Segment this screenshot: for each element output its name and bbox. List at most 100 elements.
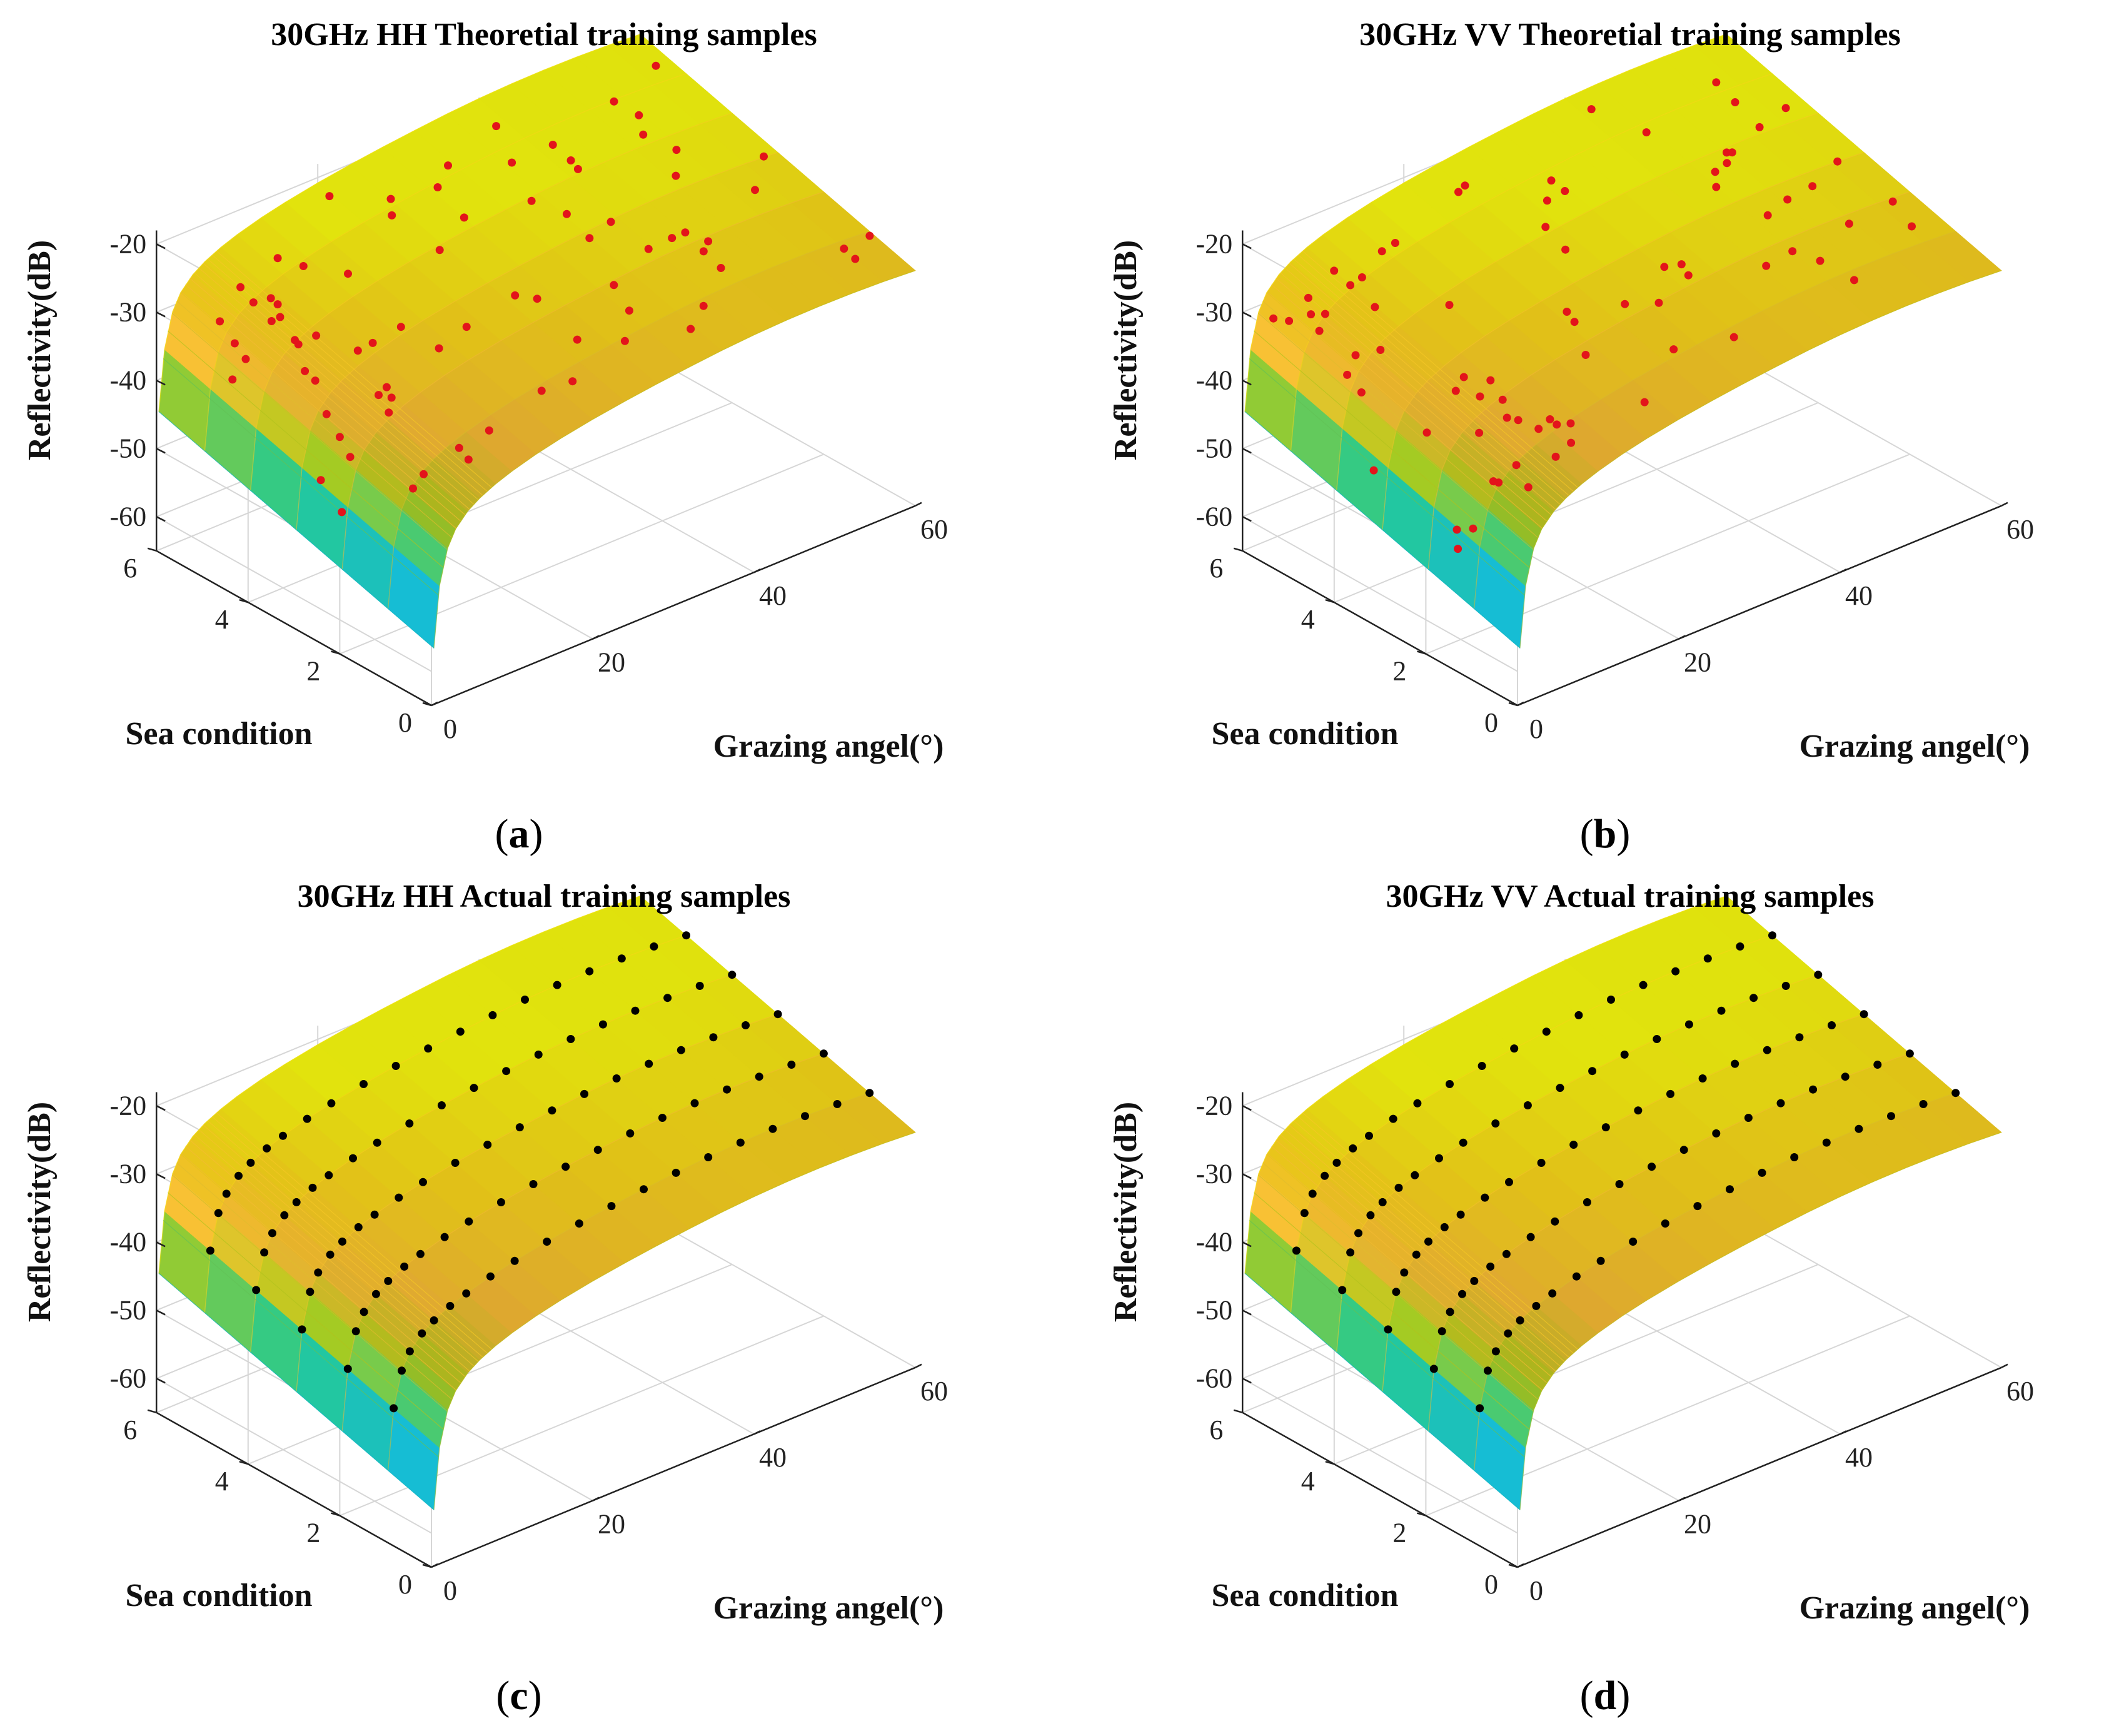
z-tick-label: -50 — [110, 433, 147, 463]
sample-point — [386, 194, 395, 203]
sample-point — [273, 300, 282, 309]
sample-point — [382, 383, 391, 391]
sample-point — [575, 1219, 583, 1228]
mesh-line — [1244, 896, 1727, 1274]
sample-point — [360, 1080, 368, 1088]
sample-point — [553, 981, 561, 989]
sample-point — [1729, 333, 1738, 341]
x-tick-label: 20 — [598, 1509, 625, 1540]
x-tick-label: 20 — [1684, 1509, 1711, 1540]
sample-point — [1476, 392, 1484, 401]
caption-paren-close: ) — [1616, 811, 1630, 857]
sample-point — [1768, 931, 1776, 940]
z-tick — [156, 243, 166, 250]
sample-point — [388, 211, 396, 220]
sample-point — [400, 1262, 409, 1271]
sample-point — [291, 336, 299, 345]
sample-point — [222, 1189, 231, 1198]
mesh-line — [163, 1220, 439, 1457]
z-tick — [156, 1310, 166, 1316]
sample-point — [1723, 148, 1731, 157]
sample-point — [1596, 1256, 1605, 1265]
sample-point — [1422, 428, 1431, 437]
sample-point — [1860, 1010, 1868, 1019]
y-axis-label: Sea condition — [125, 1578, 312, 1613]
sample-point — [280, 1211, 289, 1219]
z-tick — [156, 380, 166, 386]
sample-point — [1315, 326, 1324, 335]
caption-paren-close: ) — [1616, 1673, 1630, 1718]
sample-point — [502, 1067, 511, 1076]
sample-point — [465, 1217, 473, 1226]
mesh-line — [185, 1146, 461, 1383]
z-tick-label: -30 — [110, 296, 147, 327]
z-tick — [156, 1241, 166, 1248]
x-axis-line — [1517, 505, 2002, 707]
sample-point — [1888, 197, 1897, 206]
sample-point — [548, 141, 557, 149]
chart-title: 30GHz HH Actual training samples — [298, 879, 791, 914]
sample-point — [301, 366, 310, 375]
mesh-line — [176, 1162, 452, 1400]
sample-point — [456, 1027, 465, 1036]
x-tick-label: 40 — [759, 580, 787, 611]
sample-point — [1489, 477, 1497, 486]
grid-line-z — [1242, 1378, 1518, 1534]
sample-point — [1411, 1171, 1419, 1179]
mesh-line — [250, 113, 733, 491]
sample-point — [464, 455, 473, 464]
sample-markers — [1292, 931, 1960, 1413]
sample-point — [1679, 1146, 1688, 1154]
sample-point — [598, 1020, 607, 1029]
sample-point — [1377, 247, 1386, 256]
sample-point — [385, 408, 393, 417]
surface — [158, 34, 916, 649]
sample-point — [1661, 1219, 1669, 1228]
sample-point — [635, 111, 643, 119]
sample-point — [1561, 245, 1570, 254]
x-axis-line — [1517, 1366, 2002, 1568]
sample-point — [1572, 1272, 1581, 1281]
sample-point — [1484, 1366, 1492, 1375]
sample-point — [773, 1010, 782, 1019]
sample-point — [1542, 1027, 1551, 1036]
sample-point — [346, 453, 355, 462]
sample-point — [1413, 1099, 1422, 1108]
y-tick — [1233, 1409, 1243, 1414]
sample-point — [704, 237, 713, 246]
sample-point — [510, 1256, 519, 1265]
sample-point — [1607, 996, 1615, 1004]
sample-point — [1587, 105, 1596, 114]
sample-point — [1454, 188, 1462, 196]
y-tick-label: 2 — [1392, 656, 1406, 687]
sample-point — [1788, 247, 1797, 256]
sample-point — [681, 228, 690, 237]
y-axis-line — [156, 550, 432, 707]
sample-point — [384, 1276, 393, 1285]
sample-point — [260, 1248, 269, 1257]
mesh-line — [211, 1116, 488, 1354]
mesh-line — [1519, 1132, 2002, 1510]
sample-point — [728, 971, 737, 979]
sample-point — [1634, 1106, 1643, 1115]
y-tick-label: 6 — [123, 553, 137, 583]
sample-point — [690, 1099, 699, 1108]
sample-point — [650, 942, 658, 951]
y-tick-label: 2 — [306, 1518, 320, 1548]
x-axis-label: Grazing angel(°) — [1799, 729, 2030, 764]
sample-point — [1440, 1223, 1449, 1231]
sample-point — [1642, 128, 1651, 137]
sample-point — [1567, 438, 1576, 447]
y-tick-label: 0 — [1484, 707, 1498, 738]
z-tick — [1242, 448, 1252, 454]
x-tick-label: 60 — [2006, 1376, 2034, 1406]
z-tick-label: -50 — [110, 1294, 147, 1325]
sample-point — [1330, 266, 1339, 275]
mesh-line — [211, 255, 488, 492]
sample-point — [652, 61, 660, 70]
sample-point — [1502, 413, 1511, 422]
sample-point — [751, 186, 759, 194]
sample-point — [610, 281, 618, 290]
sample-point — [1919, 1100, 1928, 1108]
grid-line-z — [156, 516, 432, 672]
